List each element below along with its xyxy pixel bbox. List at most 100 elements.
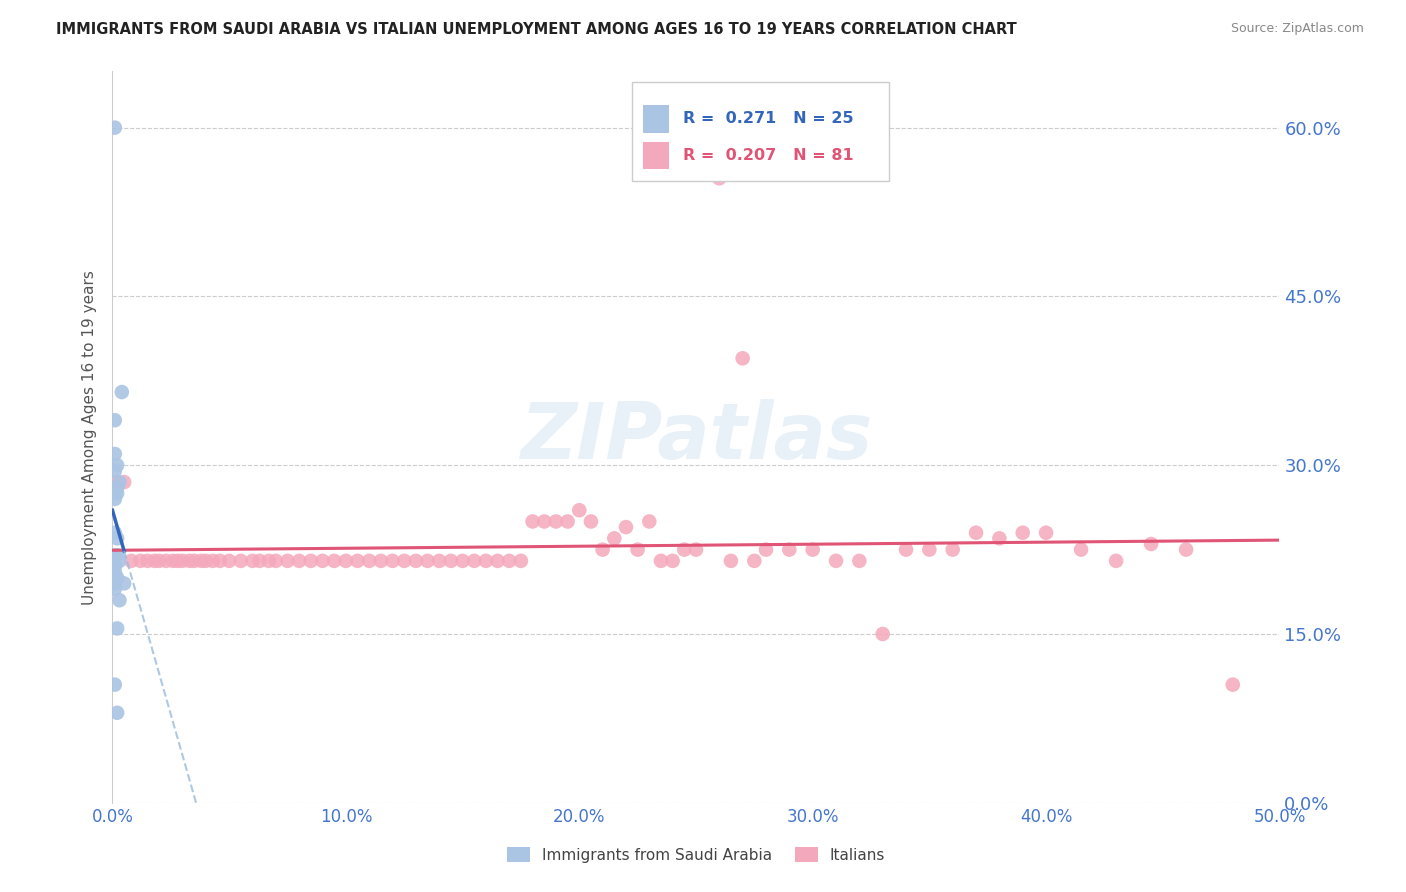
Text: IMMIGRANTS FROM SAUDI ARABIA VS ITALIAN UNEMPLOYMENT AMONG AGES 16 TO 19 YEARS C: IMMIGRANTS FROM SAUDI ARABIA VS ITALIAN … bbox=[56, 22, 1017, 37]
Point bbox=[475, 554, 498, 568]
Point bbox=[104, 565, 127, 579]
Point bbox=[242, 554, 264, 568]
Point bbox=[370, 554, 392, 568]
Point bbox=[346, 554, 368, 568]
Point bbox=[229, 554, 252, 568]
Point bbox=[136, 554, 159, 568]
Point bbox=[264, 554, 287, 568]
Point bbox=[105, 706, 128, 720]
Point bbox=[183, 554, 205, 568]
Point bbox=[533, 515, 555, 529]
Point bbox=[942, 542, 965, 557]
Text: R =  0.207   N = 81: R = 0.207 N = 81 bbox=[683, 148, 853, 163]
Point bbox=[104, 447, 127, 461]
Y-axis label: Unemployment Among Ages 16 to 19 years: Unemployment Among Ages 16 to 19 years bbox=[82, 269, 97, 605]
Point bbox=[720, 554, 742, 568]
Point bbox=[104, 491, 127, 506]
Point bbox=[104, 678, 127, 692]
Point bbox=[451, 554, 474, 568]
Point bbox=[661, 554, 683, 568]
Point bbox=[918, 542, 941, 557]
Point bbox=[104, 559, 127, 574]
Point bbox=[1011, 525, 1033, 540]
Point bbox=[486, 554, 509, 568]
Point bbox=[755, 542, 778, 557]
Point bbox=[104, 475, 127, 489]
Point bbox=[172, 554, 194, 568]
Point bbox=[592, 542, 614, 557]
Point bbox=[557, 515, 579, 529]
Point bbox=[111, 385, 134, 400]
Point bbox=[104, 464, 127, 478]
Text: R =  0.271   N = 25: R = 0.271 N = 25 bbox=[683, 112, 853, 127]
Point bbox=[731, 351, 754, 366]
FancyBboxPatch shape bbox=[631, 82, 889, 181]
Text: Source: ZipAtlas.com: Source: ZipAtlas.com bbox=[1230, 22, 1364, 36]
Point bbox=[427, 554, 450, 568]
Point bbox=[108, 475, 131, 489]
Bar bbox=[644, 105, 669, 133]
Point bbox=[104, 548, 127, 562]
Point bbox=[148, 554, 170, 568]
Point bbox=[105, 571, 128, 585]
Point bbox=[299, 554, 322, 568]
Point bbox=[288, 554, 311, 568]
Point bbox=[801, 542, 824, 557]
Point bbox=[105, 532, 128, 546]
Point bbox=[190, 554, 212, 568]
Point bbox=[108, 554, 131, 568]
Point bbox=[405, 554, 427, 568]
Point bbox=[1175, 542, 1198, 557]
Point bbox=[988, 532, 1011, 546]
Point bbox=[685, 542, 707, 557]
Point bbox=[1140, 537, 1163, 551]
Point bbox=[825, 554, 848, 568]
Point bbox=[1070, 542, 1092, 557]
Point bbox=[129, 554, 152, 568]
Point bbox=[335, 554, 357, 568]
Point bbox=[965, 525, 987, 540]
Point bbox=[544, 515, 567, 529]
Point bbox=[112, 576, 135, 591]
Point bbox=[179, 554, 201, 568]
Point bbox=[257, 554, 280, 568]
Point bbox=[143, 554, 166, 568]
Point bbox=[162, 554, 184, 568]
Point bbox=[276, 554, 298, 568]
Text: ZIPatlas: ZIPatlas bbox=[520, 399, 872, 475]
Point bbox=[105, 486, 128, 500]
Point bbox=[359, 554, 381, 568]
Point bbox=[105, 458, 128, 473]
Legend: Immigrants from Saudi Arabia, Italians: Immigrants from Saudi Arabia, Italians bbox=[501, 840, 891, 869]
Point bbox=[509, 554, 531, 568]
Point bbox=[1035, 525, 1057, 540]
Point bbox=[1222, 678, 1244, 692]
Point bbox=[104, 525, 127, 540]
Point bbox=[673, 542, 696, 557]
Point bbox=[1105, 554, 1128, 568]
Point bbox=[440, 554, 463, 568]
Point bbox=[778, 542, 800, 557]
Point bbox=[709, 171, 731, 186]
Point bbox=[120, 554, 142, 568]
Point bbox=[104, 582, 127, 596]
Point bbox=[381, 554, 404, 568]
Point bbox=[872, 627, 894, 641]
Point bbox=[579, 515, 602, 529]
Point bbox=[614, 520, 637, 534]
Point bbox=[627, 542, 650, 557]
Point bbox=[394, 554, 416, 568]
Point bbox=[104, 576, 127, 591]
Point bbox=[603, 532, 626, 546]
Point bbox=[105, 621, 128, 635]
Point bbox=[105, 548, 128, 562]
Point bbox=[744, 554, 766, 568]
Point bbox=[104, 413, 127, 427]
Point bbox=[323, 554, 346, 568]
Point bbox=[249, 554, 271, 568]
Point bbox=[208, 554, 231, 568]
Point bbox=[311, 554, 333, 568]
Bar bbox=[644, 142, 669, 169]
Point bbox=[416, 554, 439, 568]
Point bbox=[112, 475, 135, 489]
